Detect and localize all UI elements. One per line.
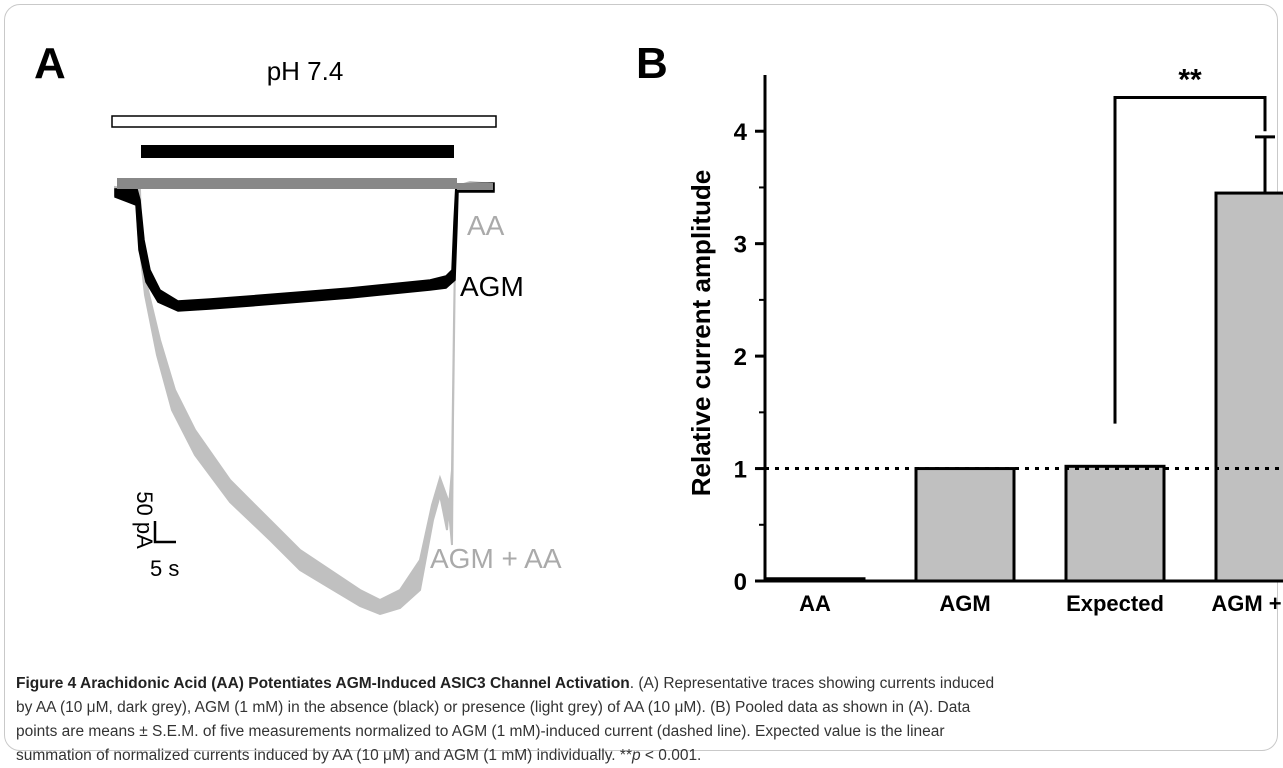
bar-chart: 0 1 2 3 4 Relative current amplitude AA AGM Expe… [686,63,1283,616]
bar-2 [1064,464,1166,583]
trace-agm [114,182,495,312]
caption-line-4-end: < 0.001. [640,747,702,764]
caption-p-symbol: p [631,747,641,764]
y-tick-label: 4 [734,119,748,146]
caption-label: Figure 4 Arachidonic Acid (AA) Potentiat… [16,675,630,692]
y-tick-label: 0 [734,569,747,596]
caption-line-4: summation of normalized currents induced… [16,747,632,764]
bar-1 [914,467,1016,583]
trace-label-agm-aa: AGM + AA [430,543,562,574]
caption-line-1: . (A) Representative traces showing curr… [629,675,995,692]
trace-aa-tail [457,183,493,190]
caption-line-2: by AA (10 μM, dark grey), AGM (1 mM) in … [16,699,971,716]
x-tick-label-2: Expected [1066,591,1164,616]
bar-3 [1214,191,1283,583]
y-tick-label: 3 [734,232,747,259]
y-axis-label: Relative current amplitude [686,170,716,497]
figure-caption: Figure 4 Arachidonic Acid (AA) Potentiat… [16,672,1272,768]
caption-line-3: points are means ± S.E.M. of five measur… [16,723,945,740]
scale-bar-current-label: 50 pA [132,491,157,549]
significance-bracket [1113,95,1267,424]
x-tick-label-1: AGM [939,591,990,616]
x-tick-label-0: AA [799,591,831,616]
panel-b-label: B [636,39,668,88]
bar-0 [764,577,866,583]
x-tick-label-3: AGM + AA [1211,591,1283,616]
agonist-application-bar [141,145,454,158]
y-tick-label: 1 [734,457,747,484]
solution-label: pH 7.4 [267,56,344,86]
trace-label-agm: AGM [460,271,524,302]
panel-a-label: A [34,39,66,88]
trace-panel: pH 7.4 AA AGM AGM + AA 50 pA 5 s [111,56,562,616]
significance-label: ** [1178,63,1202,96]
ph-application-bar [111,115,497,128]
figure-canvas: pH 7.4 AA AGM AGM + AA 50 pA 5 s 0 1 2 3 4 Re… [111,56,1283,616]
scale-bar [153,521,176,544]
trace-label-aa: AA [467,210,505,241]
trace-aa [117,178,457,189]
y-tick-label: 2 [734,344,747,371]
scale-bar-time-label: 5 s [150,556,179,581]
